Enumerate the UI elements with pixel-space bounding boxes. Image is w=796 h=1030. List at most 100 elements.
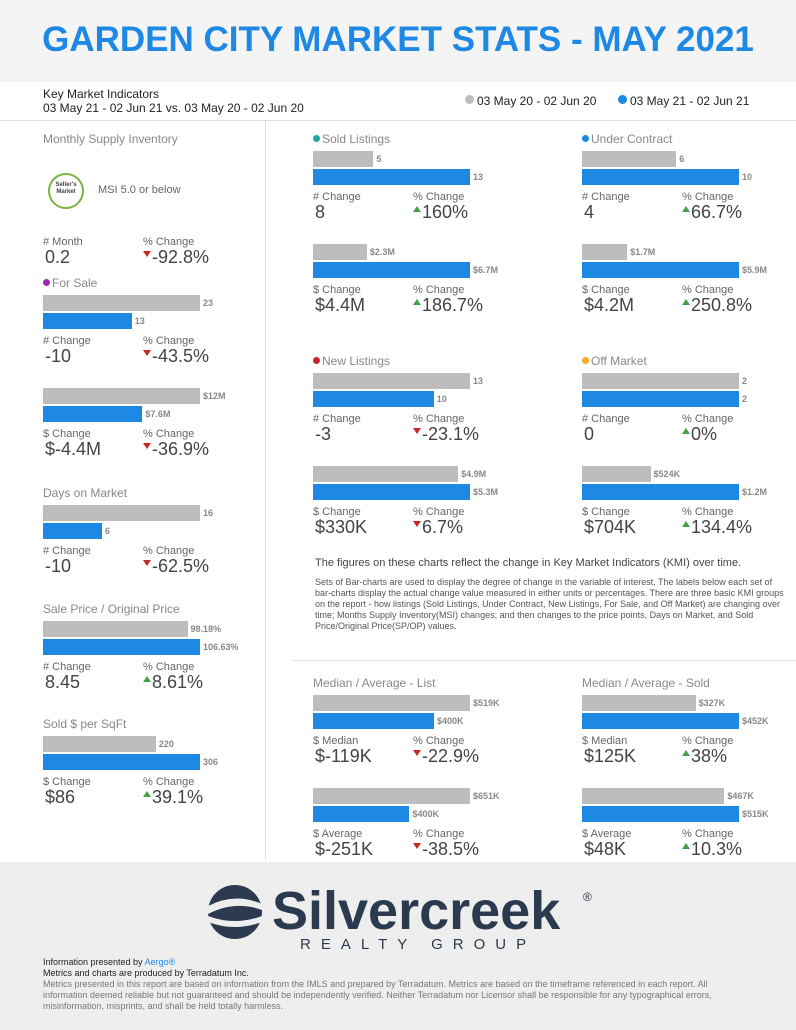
stat-value: 160% — [413, 202, 468, 223]
panel-title: Under Contract — [582, 132, 672, 146]
stat-label: $ Change — [43, 428, 91, 440]
produced: Metrics and charts are produced by Terra… — [43, 968, 249, 978]
panel-title-text: Median / Average - Sold — [582, 676, 710, 690]
legend-swatch — [618, 95, 627, 104]
stat-value: 0.2 — [45, 247, 70, 268]
bar — [582, 695, 696, 711]
stat-value-text: $-119K — [315, 746, 372, 766]
stat-label: % Change — [682, 413, 734, 425]
stat-value-text: 134.4% — [691, 517, 753, 537]
stat-label: % Change — [413, 284, 465, 296]
stat-value-text: 250.8% — [691, 295, 753, 315]
stat-value: 6.7% — [413, 517, 463, 538]
bar — [43, 523, 102, 539]
trend-arrow — [413, 521, 421, 527]
stat-value-text: $86 — [45, 787, 76, 807]
stat-value: -92.8% — [143, 247, 209, 268]
panel-title: Monthly Supply Inventory — [43, 132, 178, 146]
stat-value: 134.4% — [682, 517, 752, 538]
legend-label: 03 May 20 - 02 Jun 20 — [477, 94, 597, 108]
trend-arrow — [413, 299, 421, 305]
bar-label: $327K — [698, 698, 726, 708]
bar — [582, 373, 739, 389]
bar-label: 2 — [742, 394, 748, 404]
stat-value: 66.7% — [682, 202, 742, 223]
panel-title-text: For Sale — [52, 276, 98, 290]
trend-arrow — [143, 443, 151, 449]
bar-label: 16 — [203, 508, 214, 518]
stat-value: $48K — [584, 839, 626, 860]
stat-value-text: $4.4M — [315, 295, 366, 315]
panel-title: New Listings — [313, 354, 390, 368]
stat-label: % Change — [413, 191, 465, 203]
stat-value-text: 0.2 — [45, 247, 71, 267]
bar — [313, 484, 470, 500]
divider — [293, 660, 796, 661]
trend-arrow — [682, 428, 690, 434]
stat-value-text: -62.5% — [152, 556, 210, 576]
stat-label: % Change — [682, 735, 734, 747]
stat-value: $704K — [584, 517, 636, 538]
stat-value-text: 39.1% — [152, 787, 204, 807]
trend-arrow — [682, 750, 690, 756]
stat-value-text: $4.2M — [584, 295, 635, 315]
stat-value-text: 8 — [315, 202, 326, 222]
panel-title: Sold Listings — [313, 132, 390, 146]
panel-title: For Sale — [43, 276, 97, 290]
bar — [43, 388, 200, 404]
bar-label: 220 — [158, 739, 174, 749]
bar-label: $7.6M — [145, 409, 171, 419]
stat-value: $125K — [584, 746, 636, 767]
bar-label: 98.18% — [190, 624, 222, 634]
bar-label: 13 — [134, 316, 145, 326]
stat-value-text: 160% — [422, 202, 469, 222]
stat-value-text: -43.5% — [152, 346, 210, 366]
bar-label: 5 — [376, 154, 382, 164]
stat-value-text: -38.5% — [422, 839, 480, 859]
bar — [43, 639, 200, 655]
stat-value: $-251K — [315, 839, 373, 860]
stat-label: % Change — [413, 735, 465, 747]
bar — [582, 244, 628, 260]
stat-value: -23.1% — [413, 424, 479, 445]
bar — [582, 806, 739, 822]
stat-value-text: $-251K — [315, 839, 374, 859]
stat-value: 10.3% — [682, 839, 742, 860]
stat-value: -43.5% — [143, 346, 209, 367]
stat-value-text: 8.61% — [152, 672, 204, 692]
bar — [313, 713, 434, 729]
stat-value: 39.1% — [143, 787, 203, 808]
stat-value: 4 — [584, 202, 594, 223]
stat-label: % Change — [143, 776, 195, 788]
bar — [313, 788, 470, 804]
stat-value: 8.61% — [143, 672, 203, 693]
stat-value: $4.2M — [584, 295, 634, 316]
stat-value-text: 38% — [691, 746, 728, 766]
legend-label: 03 May 21 - 02 Jun 21 — [630, 94, 750, 108]
stat-value-text: -36.9% — [152, 439, 210, 459]
panel-title-text: Sold Listings — [322, 132, 391, 146]
trend-arrow — [682, 299, 690, 305]
bar-label: $6.7M — [473, 265, 499, 275]
presenter[interactable]: Aergo® — [144, 957, 176, 967]
stat-value: $330K — [315, 517, 367, 538]
bar — [313, 244, 367, 260]
bar-label: 23 — [203, 298, 214, 308]
logo-mark — [208, 885, 262, 939]
bar — [582, 262, 739, 278]
panel-title-text: Sale Price / Original Price — [43, 602, 180, 616]
stat-label: % Change — [143, 661, 195, 673]
bar — [43, 505, 200, 521]
bar-label: $400K — [437, 716, 464, 726]
bar-label: 6 — [104, 526, 110, 536]
bar-label: $515K — [742, 809, 769, 819]
stat-label: $ Change — [313, 284, 361, 296]
stat-label: % Change — [143, 545, 195, 557]
stat-label: $ Average — [313, 828, 363, 840]
panel-title: Median / Average - Sold — [582, 676, 710, 690]
panel-title-text: Sold $ per SqFt — [43, 717, 127, 731]
stat-value: 0% — [682, 424, 717, 445]
panel-title: Sale Price / Original Price — [43, 602, 180, 616]
stat-label: $ Median — [313, 735, 359, 747]
